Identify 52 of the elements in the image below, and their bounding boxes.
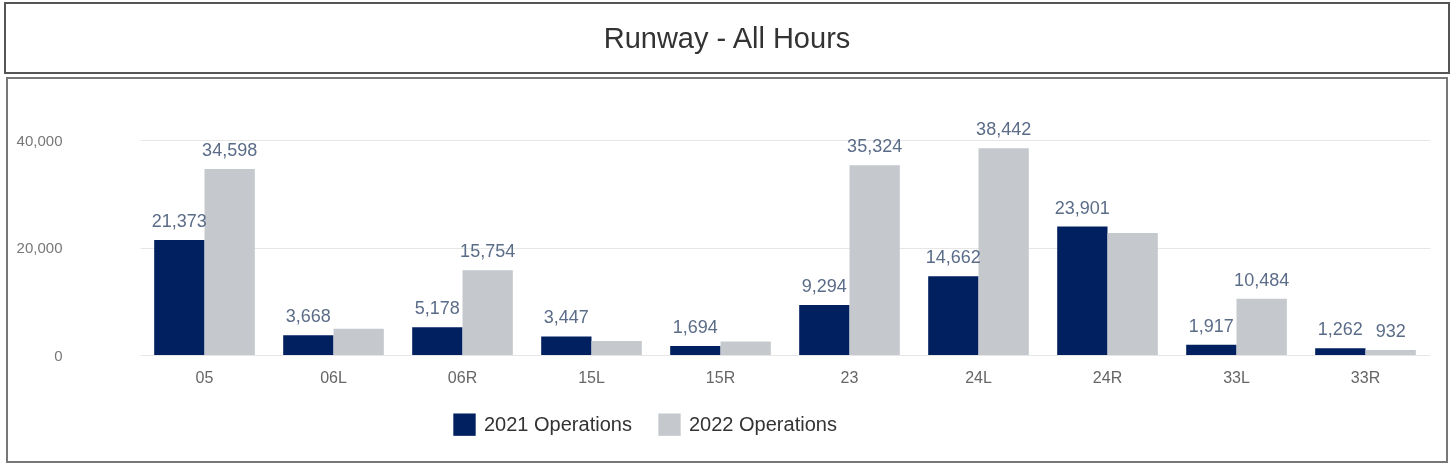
x-tick-label: 24R xyxy=(1092,368,1123,386)
data-label: 9,294 xyxy=(801,276,847,297)
data-label: 34,598 xyxy=(202,140,258,161)
data-label: 38,442 xyxy=(976,119,1032,140)
bar xyxy=(154,240,205,355)
legend-label: 2021 Operations xyxy=(484,412,632,435)
bar xyxy=(670,345,721,355)
data-label: 23,901 xyxy=(1054,197,1110,218)
bar xyxy=(849,165,900,355)
y-tick-label: 20,000 xyxy=(16,239,63,256)
data-label: 3,447 xyxy=(543,307,589,328)
x-tick-label: 15L xyxy=(578,368,605,386)
y-tick-label: 40,000 xyxy=(16,131,63,149)
bar xyxy=(462,270,513,355)
bar xyxy=(1315,348,1366,355)
data-label: 10,484 xyxy=(1234,269,1290,290)
bar xyxy=(541,336,592,355)
bar xyxy=(720,341,771,355)
y-tick-label: 0 xyxy=(54,346,63,364)
bar xyxy=(1107,232,1158,355)
x-tick-label: 24L xyxy=(965,368,992,386)
bar xyxy=(978,148,1029,355)
bar xyxy=(799,305,850,355)
x-tick-label: 33L xyxy=(1223,368,1250,386)
chart-title: Runway - All Hours xyxy=(603,21,851,55)
bar xyxy=(1057,226,1108,355)
x-tick-label: 06R xyxy=(447,368,478,386)
x-tick-label: 15R xyxy=(705,368,736,386)
bar xyxy=(928,276,979,355)
x-tick-label: 05 xyxy=(195,368,214,386)
bar xyxy=(412,327,463,355)
bar xyxy=(591,341,642,355)
x-tick-label: 33R xyxy=(1350,368,1381,386)
data-label: 932 xyxy=(1375,320,1406,341)
data-label: 5,178 xyxy=(414,298,460,319)
x-tick-label: 23 xyxy=(840,368,859,386)
data-label: 1,694 xyxy=(672,316,718,337)
x-tick-label: 06L xyxy=(320,368,347,386)
bar xyxy=(1186,344,1237,355)
data-label: 1,917 xyxy=(1188,315,1234,336)
data-label: 15,754 xyxy=(460,241,516,262)
data-label: 1,262 xyxy=(1317,319,1363,340)
bar xyxy=(1365,349,1416,355)
legend-label: 2022 Operations xyxy=(689,412,837,435)
data-label: 3,668 xyxy=(285,306,331,327)
data-label: 35,324 xyxy=(847,136,903,157)
bar xyxy=(1236,298,1287,355)
bar xyxy=(204,169,255,355)
bar xyxy=(283,335,334,355)
bar xyxy=(333,328,384,355)
data-label: 21,373 xyxy=(151,211,207,232)
data-label: 14,662 xyxy=(925,247,981,268)
